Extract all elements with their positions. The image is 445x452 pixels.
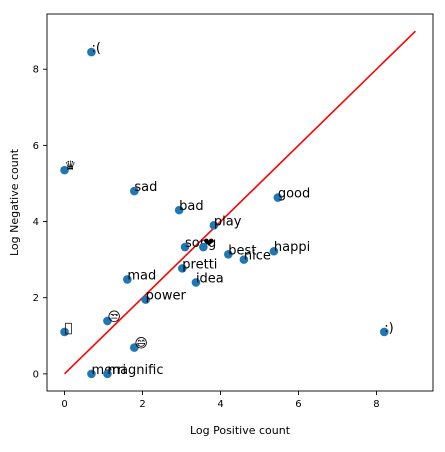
data-point [123,275,132,284]
y-axis-label: Log Negative count [8,148,21,256]
point-label: happi [274,240,310,255]
point-label: pretti [182,257,217,272]
reference-line [63,30,417,375]
x-tick-label: 0 [61,399,67,410]
axes-frame [46,13,434,392]
data-point [273,193,283,202]
data-point [379,327,389,337]
data-point [60,165,69,175]
x-tick-label: 6 [295,399,301,410]
point-label: nice [244,249,271,264]
x-tick-label: 4 [217,399,223,410]
x-axis-label: Log Positive count [190,424,291,437]
data-point [174,205,184,215]
data-point [269,246,279,256]
data-point [177,264,187,273]
x-tick-label: 2 [139,399,145,410]
point-label: :) [384,321,393,336]
y-tick-label: 0 [33,369,39,380]
y-tick-label: 2 [33,293,39,304]
y-tick-label: 8 [33,65,39,76]
y-tick-label: 6 [33,141,39,152]
point-label: magnific [107,363,163,378]
point-label: ♛ [65,159,77,174]
point-label: sad [134,180,157,195]
x-tick-label: 8 [373,399,379,410]
point-label: mad [127,268,156,283]
point-label: bad [179,199,203,214]
point-label: ❤ [203,236,214,251]
point-label: :( [91,41,100,56]
data-point [209,221,219,230]
point-label: song [185,236,216,251]
data-point [239,255,249,264]
data-point [141,295,150,304]
point-label: 😄 [134,337,148,352]
data-point [103,316,112,326]
data-point [224,249,233,259]
data-point [87,369,96,379]
point-label: best [228,243,256,258]
data-point [87,47,96,57]
point-label: good [278,187,310,202]
point-label: 􀀁 [65,321,73,336]
point-label: play [214,214,242,229]
data-point [180,242,190,252]
point-label: power [146,289,187,304]
data-point [103,369,112,379]
y-tick-label: 4 [33,217,39,228]
data-point [191,278,201,287]
point-label: 😒 [107,310,121,325]
data-point [199,242,208,252]
data-point [130,343,139,352]
point-label: idea [196,271,224,286]
data-point [130,186,139,196]
data-point [60,327,69,337]
